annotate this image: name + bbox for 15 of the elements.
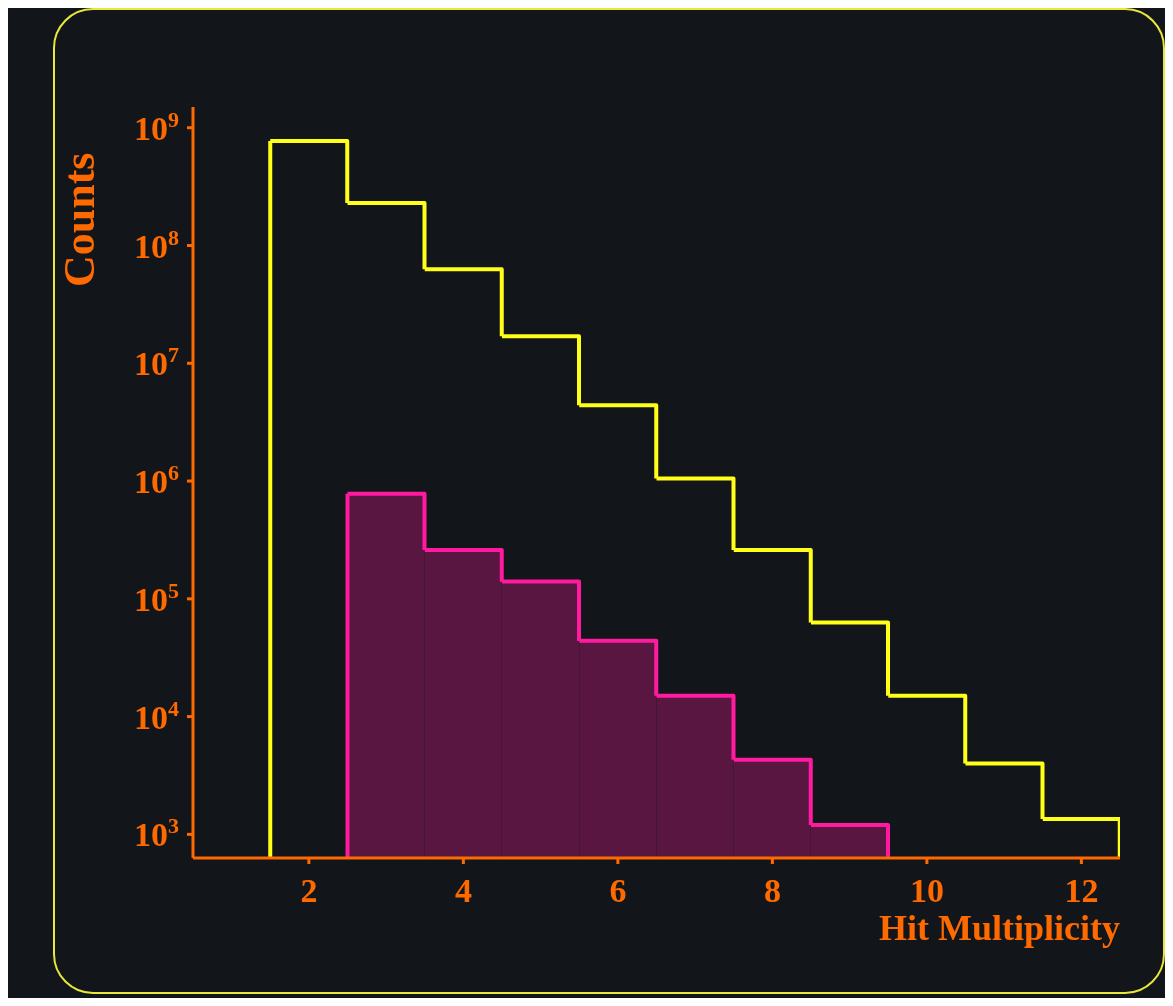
y-tick-label: 10$^{3}$	[134, 813, 179, 854]
x-tick-label: 8	[763, 872, 781, 910]
x-tick-label: 6	[609, 872, 627, 910]
y-tick-label: 10$^{5}$	[134, 577, 179, 618]
y-tick-label: 10$^{8}$	[134, 224, 179, 265]
y-tick-label: 10$^{7}$	[134, 342, 179, 383]
x-axis-title: Hit Multiplicity	[879, 908, 1120, 948]
x-tick-label: 4	[454, 872, 472, 910]
y-axis-title: Counts	[55, 152, 105, 287]
y-tick-label: 10$^{9}$	[134, 106, 179, 147]
x-tick-label: 2	[300, 872, 318, 910]
x-tick-label: 12	[1064, 872, 1099, 910]
x-tick-label: 10	[909, 872, 944, 910]
y-tick-label: 10$^{4}$	[134, 695, 179, 736]
y-tick-label: 10$^{6}$	[134, 459, 179, 501]
